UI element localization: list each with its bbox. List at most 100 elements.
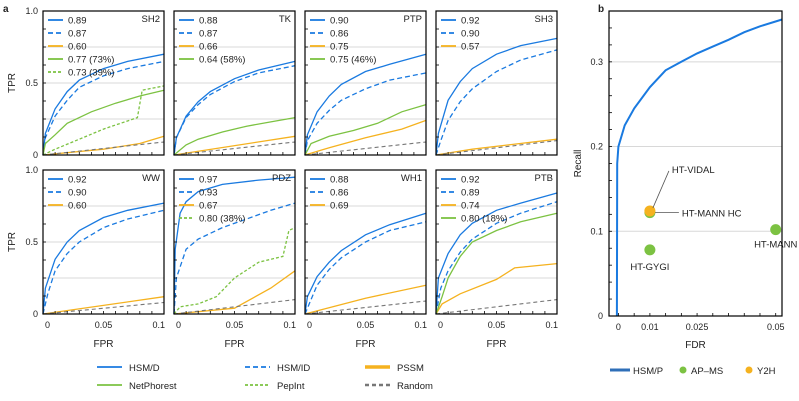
auc-legend-label: 0.88 — [199, 16, 218, 27]
auc-legend-label: 0.69 — [330, 201, 349, 212]
auc-legend-label: 0.73 (39%) — [68, 68, 114, 79]
series-random — [173, 141, 296, 156]
panel-a-roc-grid: SH2 0.89 0.87 0.60 0.77 (73%) 0.73 (39%) 0 0.5 1… — [7, 6, 558, 350]
subplot-title: PDZ — [272, 173, 291, 184]
series-netphorest — [435, 212, 558, 315]
series-random — [173, 299, 296, 315]
x-tick-label: 0.1 — [283, 320, 296, 330]
auc-legend-label: 0.86 — [330, 188, 349, 199]
auc-legend-label: 0.86 — [330, 29, 349, 40]
legend-label: HSM/ID — [277, 363, 310, 374]
auc-legend-label: 0.90 — [461, 29, 480, 40]
point-ht-vidal: HT-VIDAL — [644, 165, 715, 217]
series-netphorest — [304, 103, 427, 156]
auc-legend-label: 0.90 — [330, 16, 349, 27]
leader-line — [652, 170, 670, 209]
x-tick-label: 0.05 — [95, 320, 113, 330]
legend-label: AP–MS — [691, 366, 723, 377]
x-tick-label: 0.05 — [226, 320, 244, 330]
auc-legend-label: 0.75 — [330, 42, 349, 53]
legend-entry-hsm_id: HSM/ID — [245, 363, 310, 374]
auc-legend-label: 0.64 (58%) — [199, 55, 245, 66]
subplot-title: TK — [279, 14, 292, 25]
legend-swatch — [679, 366, 687, 374]
x-tick-label: 0 — [616, 322, 621, 332]
x-tick-label: 0.01 — [641, 322, 659, 332]
x-axis-label: FDR — [685, 340, 706, 351]
legend-entry-pepint: PepInt — [245, 381, 305, 392]
x-tick-label: 0.05 — [357, 320, 375, 330]
auc-legend-label: 0.67 — [199, 201, 218, 212]
auc-legend-label: 0.97 — [199, 175, 218, 186]
x-tick-label: 0.1 — [545, 320, 558, 330]
auc-legend-label: 0.80 (38%) — [199, 214, 245, 225]
auc-legend-label: 0.89 — [461, 188, 480, 199]
y-tick-label: 0.3 — [590, 57, 603, 67]
series-hsm_id — [304, 221, 427, 315]
legend-label: PepInt — [277, 381, 305, 392]
series-pssm — [42, 296, 165, 315]
point-label: HT-VIDAL — [672, 165, 715, 176]
auc-legend-label: 0.92 — [68, 175, 87, 186]
legend-entry-hsm_d: HSM/P — [610, 366, 663, 377]
y-tick-label: 0 — [598, 311, 603, 321]
legend-entry-random: Random — [365, 381, 433, 392]
series-netphorest — [173, 116, 296, 156]
series-hsm_id — [435, 49, 558, 156]
auc-legend-label: 0.66 — [199, 42, 218, 53]
subplot-title: PTB — [535, 173, 553, 184]
panel-b-legend: HSM/P AP–MS Y2H — [610, 366, 776, 377]
panel-b-recall-fdr: HT-MANN HC HT-GYGI HT-MANN HT-VIDAL 0 0.1 0.2 0… — [573, 10, 797, 351]
subplot-title: SH2 — [142, 14, 160, 25]
y-tick-label: 0.5 — [25, 237, 38, 247]
subplot-ptp: PTP 0.90 0.86 0.75 0.75 (46%) — [304, 10, 427, 156]
auc-legend-label: 0.77 (73%) — [68, 55, 114, 66]
legend-swatch — [745, 366, 753, 374]
point-label: HT-GYGI — [630, 262, 669, 273]
series-hsm_id — [304, 72, 427, 156]
legend-label: PSSM — [397, 363, 424, 374]
subplot-sh2: SH2 0.89 0.87 0.60 0.77 (73%) 0.73 (39%) 0 0.5 1… — [7, 6, 165, 160]
auc-legend-label: 0.93 — [199, 188, 218, 199]
y-axis-label: TPR — [7, 232, 18, 252]
x-axis-label: FPR — [225, 339, 245, 350]
panel-letter-b: b — [598, 4, 604, 15]
y-axis-label: Recall — [573, 150, 584, 178]
subplot-title: WH1 — [401, 173, 422, 184]
series-hsm_d — [173, 60, 296, 156]
y-tick-label: 0.2 — [590, 142, 603, 152]
ap_ms-marker — [770, 224, 782, 236]
auc-legend-label: 0.87 — [199, 29, 218, 40]
series-random — [304, 141, 427, 156]
point-ht-mann: HT-MANN — [754, 224, 797, 251]
auc-legend-label: 0.74 — [461, 201, 480, 212]
x-axis-label: FPR — [94, 339, 114, 350]
x-tick-label: 0.1 — [414, 320, 427, 330]
subplot-title: PTP — [404, 14, 422, 25]
series-hsm_d — [435, 192, 558, 315]
legend-label: HSM/D — [129, 363, 160, 374]
legend-entry-netphorest: NetPhorest — [97, 381, 177, 392]
y-tick-label: 1.0 — [25, 165, 38, 175]
legend-entry-y2h: Y2H — [745, 366, 776, 377]
series-pssm — [435, 262, 558, 315]
series-pepint — [42, 85, 165, 156]
subplot-ww: WW 0.92 0.90 0.60 0 0.5 1.0 TPR 0 0.05 0.1 FPR — [7, 165, 165, 350]
auc-legend-label: 0.57 — [461, 42, 480, 53]
legend-label: HSM/P — [633, 366, 663, 377]
legend-entry-ap_ms: AP–MS — [679, 366, 723, 377]
x-axis-label: FPR — [487, 339, 507, 350]
auc-legend-label: 0.90 — [68, 188, 87, 199]
x-tick-label: 0.05 — [767, 322, 785, 332]
series-hsm_id — [173, 202, 296, 315]
legend-label: Y2H — [757, 366, 776, 377]
auc-legend-label: 0.92 — [461, 175, 480, 186]
y-tick-label: 0.5 — [25, 78, 38, 88]
point-label: HT-MANN HC — [682, 209, 742, 220]
y-tick-label: 0 — [33, 150, 38, 160]
y-tick-label: 0 — [33, 309, 38, 319]
series-pssm — [304, 284, 427, 315]
series-pssm — [304, 119, 427, 156]
legend-label: NetPhorest — [129, 381, 177, 392]
